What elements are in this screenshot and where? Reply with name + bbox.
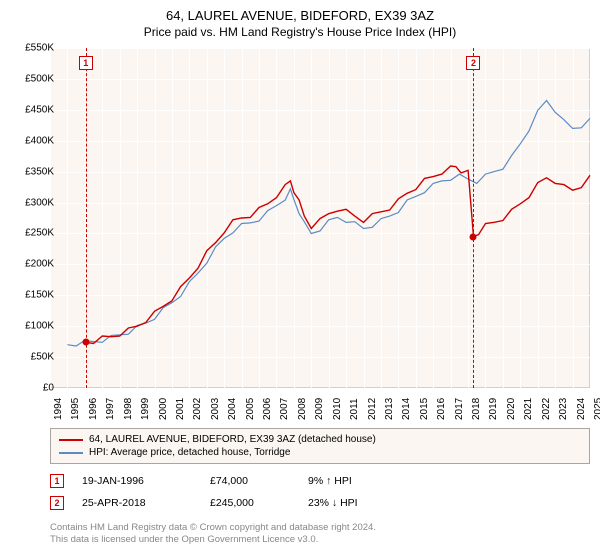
- x-axis-label: 2006: [262, 398, 273, 420]
- x-axis-label: 2013: [384, 398, 395, 420]
- x-axis-label: 2023: [558, 398, 569, 420]
- y-axis-label: £100K: [6, 321, 54, 332]
- x-axis-label: 2016: [436, 398, 447, 420]
- x-axis-label: 2008: [297, 398, 308, 420]
- tx-pct: 23% ↓ HPI: [308, 497, 408, 509]
- x-axis-label: 1999: [140, 398, 151, 420]
- x-axis-label: 2022: [541, 398, 552, 420]
- legend-swatch: [59, 439, 83, 441]
- x-axis-label: 1995: [70, 398, 81, 420]
- footer-line1: Contains HM Land Registry data © Crown c…: [50, 522, 590, 534]
- x-axis-label: 2021: [523, 398, 534, 420]
- y-axis-label: £150K: [6, 290, 54, 301]
- x-axis-label: 2014: [401, 398, 412, 420]
- x-axis-label: 2020: [506, 398, 517, 420]
- tx-date: 19-JAN-1996: [82, 475, 192, 487]
- series-line-property: [86, 166, 590, 344]
- x-axis-label: 2025: [593, 398, 600, 420]
- y-axis-label: £0: [6, 383, 54, 394]
- x-axis-label: 2005: [245, 398, 256, 420]
- legend-swatch: [59, 452, 83, 454]
- legend-row: HPI: Average price, detached house, Torr…: [59, 446, 581, 459]
- x-axis-label: 2009: [314, 398, 325, 420]
- x-axis-label: 1997: [105, 398, 116, 420]
- x-axis-label: 2003: [210, 398, 221, 420]
- y-axis-label: £350K: [6, 166, 54, 177]
- transactions-table: 1 19-JAN-1996 £74,000 9% ↑ HPI 2 25-APR-2018 £…: [50, 470, 590, 514]
- x-axis-label: 2012: [367, 398, 378, 420]
- sale-point: [470, 233, 477, 240]
- y-axis-label: £400K: [6, 135, 54, 146]
- x-axis-label: 1998: [123, 398, 134, 420]
- transaction-row: 2 25-APR-2018 £245,000 23% ↓ HPI: [50, 492, 590, 514]
- title-block: 64, LAUREL AVENUE, BIDEFORD, EX39 3AZ Pr…: [0, 0, 600, 39]
- legend-box: 64, LAUREL AVENUE, BIDEFORD, EX39 3AZ (d…: [50, 428, 590, 464]
- tx-marker: 1: [50, 474, 64, 488]
- y-axis-label: £250K: [6, 228, 54, 239]
- tx-pct: 9% ↑ HPI: [308, 475, 408, 487]
- chart-container: 64, LAUREL AVENUE, BIDEFORD, EX39 3AZ Pr…: [0, 0, 600, 560]
- legend-label: 64, LAUREL AVENUE, BIDEFORD, EX39 3AZ (d…: [89, 434, 376, 445]
- chart-area: 12: [50, 48, 590, 388]
- transaction-row: 1 19-JAN-1996 £74,000 9% ↑ HPI: [50, 470, 590, 492]
- x-axis-label: 1994: [53, 398, 64, 420]
- x-axis-label: 2002: [192, 398, 203, 420]
- x-axis-label: 2018: [471, 398, 482, 420]
- x-axis-label: 2017: [454, 398, 465, 420]
- chart-title: 64, LAUREL AVENUE, BIDEFORD, EX39 3AZ: [0, 8, 600, 23]
- x-axis-label: 2004: [227, 398, 238, 420]
- series-line-hpi: [67, 101, 590, 347]
- x-axis-label: 2024: [576, 398, 587, 420]
- tx-marker: 2: [50, 496, 64, 510]
- sale-point: [82, 339, 89, 346]
- x-axis-label: 2019: [488, 398, 499, 420]
- sale-marker-box: 2: [466, 56, 480, 70]
- y-axis-label: £200K: [6, 259, 54, 270]
- sale-vline: [86, 48, 87, 388]
- x-axis-label: 1996: [88, 398, 99, 420]
- chart-subtitle: Price paid vs. HM Land Registry's House …: [0, 25, 600, 39]
- x-axis-label: 2007: [279, 398, 290, 420]
- y-axis-label: £500K: [6, 73, 54, 84]
- tx-price: £74,000: [210, 475, 290, 487]
- footer-attribution: Contains HM Land Registry data © Crown c…: [50, 522, 590, 547]
- y-axis-label: £550K: [6, 43, 54, 54]
- x-axis-label: 2001: [175, 398, 186, 420]
- y-axis-label: £300K: [6, 197, 54, 208]
- footer-line2: This data is licensed under the Open Gov…: [50, 534, 590, 546]
- sale-marker-box: 1: [79, 56, 93, 70]
- legend-label: HPI: Average price, detached house, Torr…: [89, 447, 290, 458]
- chart-lines: [50, 48, 590, 388]
- x-axis-label: 2015: [419, 398, 430, 420]
- x-axis-label: 2000: [158, 398, 169, 420]
- legend-row: 64, LAUREL AVENUE, BIDEFORD, EX39 3AZ (d…: [59, 433, 581, 446]
- gridline-v: [590, 48, 591, 388]
- y-axis-label: £50K: [6, 352, 54, 363]
- sale-vline: [473, 48, 474, 388]
- x-axis-label: 2011: [349, 398, 360, 420]
- x-axis-label: 2010: [332, 398, 343, 420]
- tx-price: £245,000: [210, 497, 290, 509]
- gridline-h: [50, 388, 590, 389]
- tx-date: 25-APR-2018: [82, 497, 192, 509]
- y-axis-label: £450K: [6, 104, 54, 115]
